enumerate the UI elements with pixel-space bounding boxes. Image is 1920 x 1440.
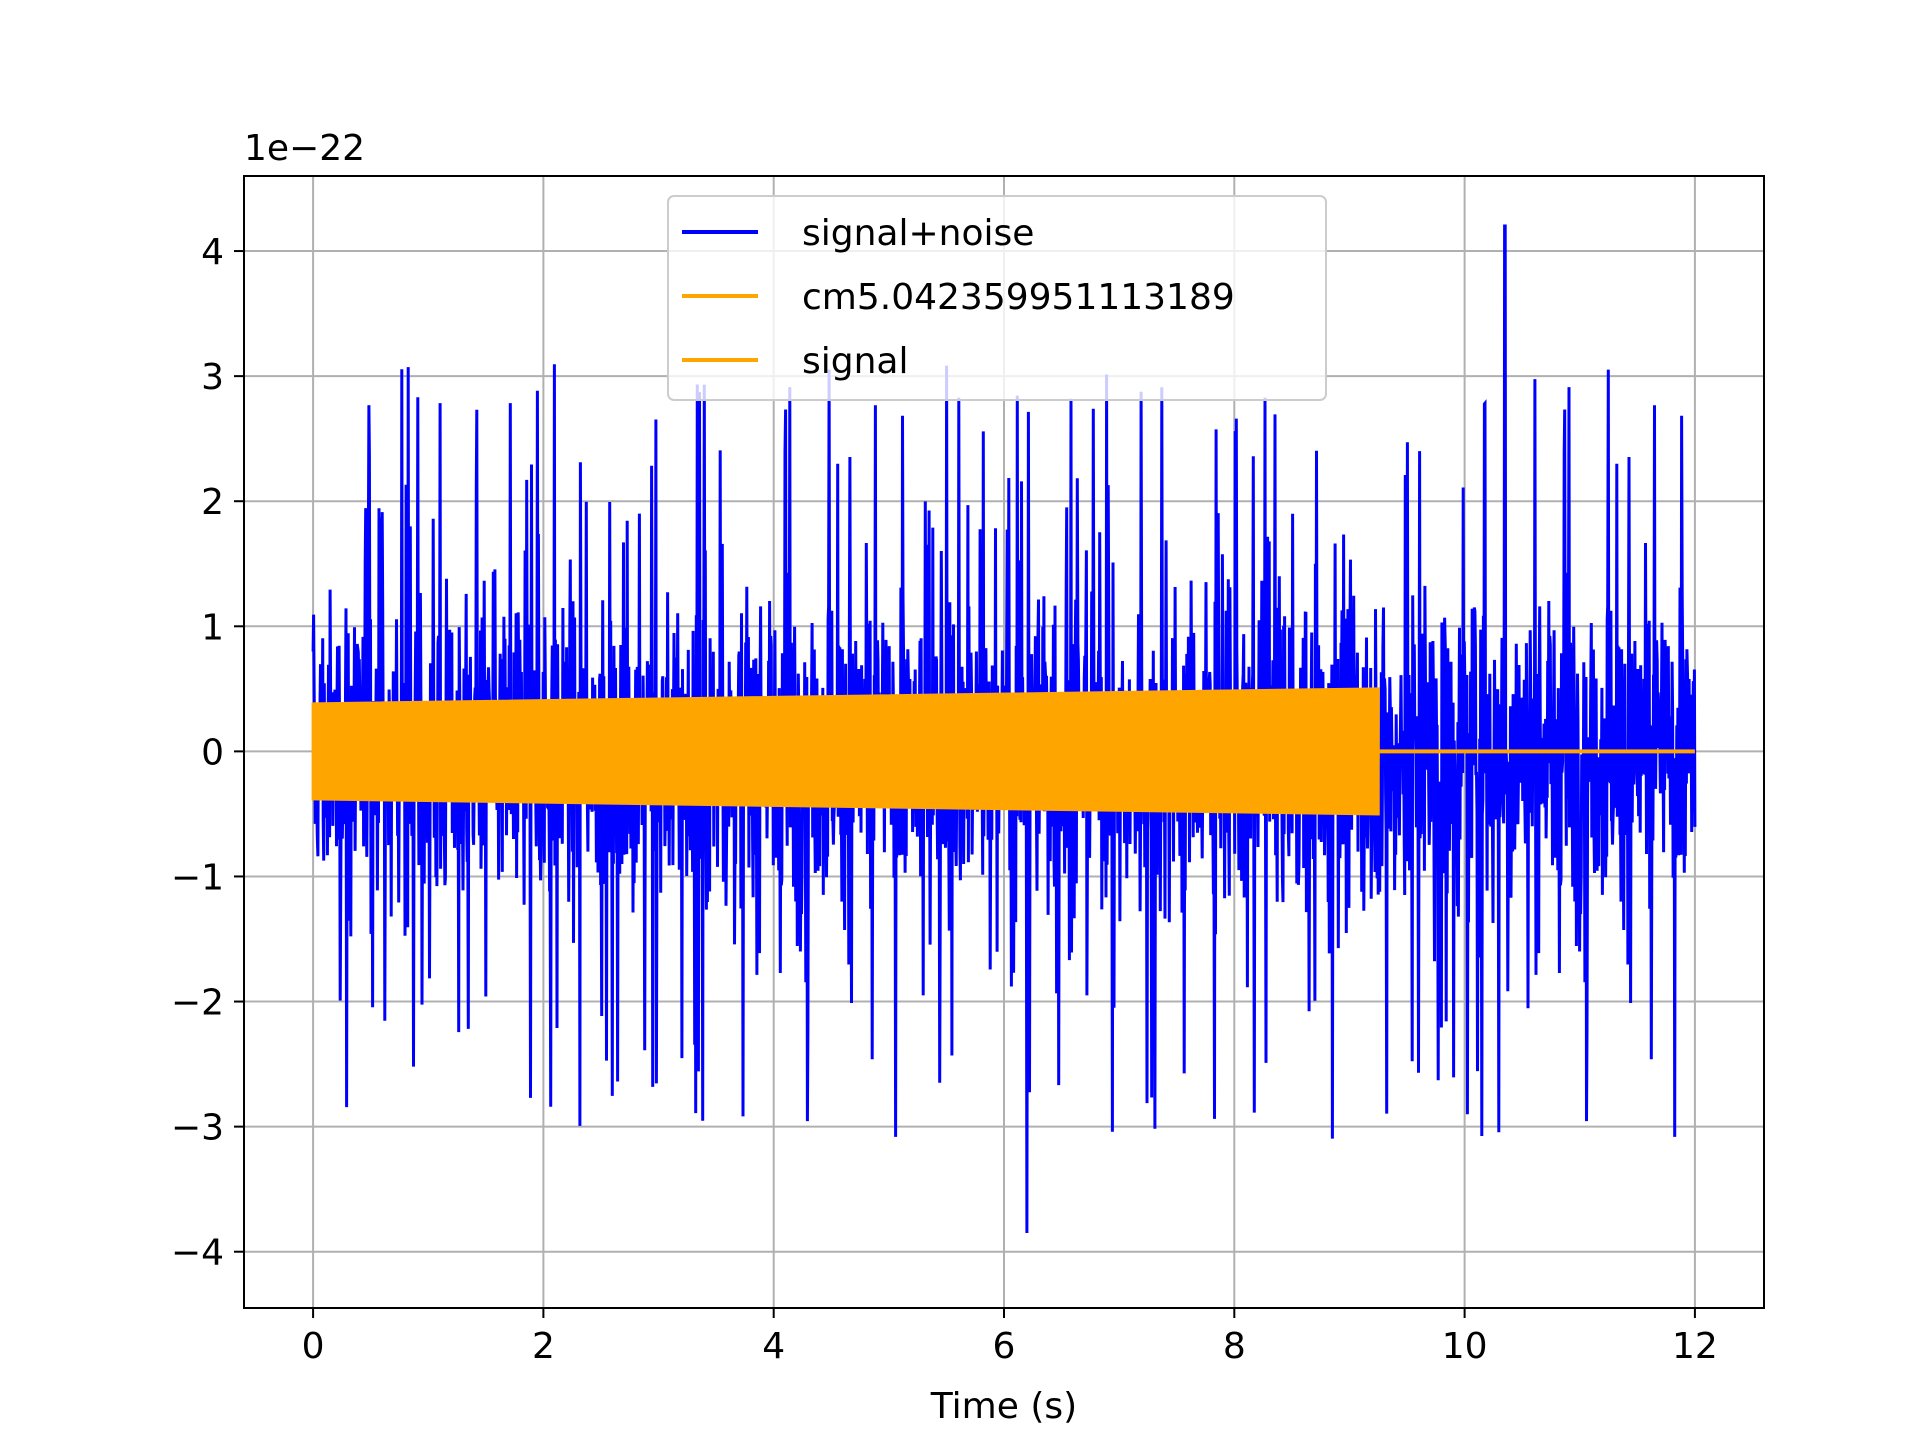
legend-box	[667, 195, 1327, 401]
y-tick-label: 3	[201, 357, 224, 398]
y-tick-label: −2	[171, 983, 224, 1024]
y-tick-label: −3	[171, 1108, 224, 1149]
x-tick-label: 6	[993, 1326, 1016, 1367]
x-tick-label: 8	[1223, 1326, 1246, 1367]
legend-label: signal+noise	[802, 213, 1034, 254]
x-tick-label: 2	[532, 1326, 555, 1367]
plot-area	[311, 224, 1697, 1234]
y-tick-label: 0	[201, 732, 224, 773]
x-tick-label: 0	[302, 1326, 325, 1367]
legend-label: signal	[802, 341, 909, 382]
y-tick-label: −1	[171, 857, 224, 898]
series-signal-band	[311, 687, 1380, 816]
legend-label: cm5.042359951113189	[802, 277, 1235, 318]
x-tick-label: 12	[1672, 1326, 1718, 1367]
legend: signal+noise cm5.042359951113189 signal	[667, 195, 1327, 401]
y-offset-label: 1e−22	[244, 128, 365, 169]
x-tick-label: 10	[1442, 1326, 1488, 1367]
y-tick-label: −4	[171, 1233, 224, 1274]
x-tick-label: 4	[762, 1326, 785, 1367]
y-tick-label: 2	[201, 482, 224, 523]
x-axis-label: Time (s)	[930, 1386, 1077, 1427]
y-tick-label: 4	[201, 232, 224, 273]
y-tick-label: 1	[201, 607, 224, 648]
